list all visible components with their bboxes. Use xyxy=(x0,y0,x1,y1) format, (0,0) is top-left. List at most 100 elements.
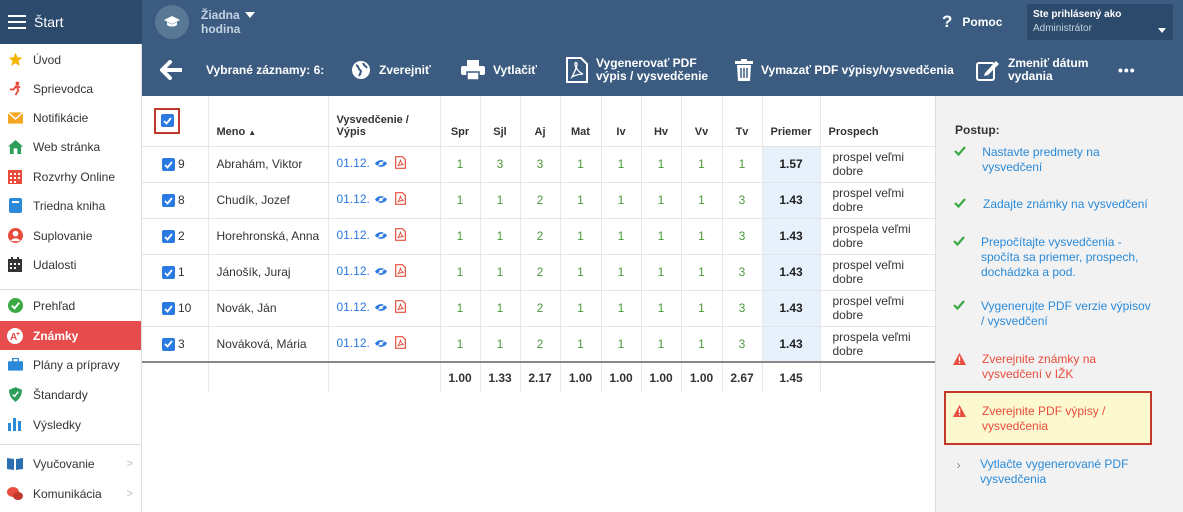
grade-vv[interactable]: 1 xyxy=(681,181,723,218)
column-header-prospech[interactable]: Prospech xyxy=(828,125,879,138)
grade-mat[interactable]: 1 xyxy=(560,325,602,362)
grade-tv[interactable]: 3 xyxy=(722,325,763,362)
report-date-link[interactable]: 01.12. xyxy=(336,335,370,350)
table-row[interactable]: 1 Jánošík, Juraj 01.12. 1 1 2 1 1 1 1 3 1.43 prospel… xyxy=(142,253,935,290)
checkbox-checked-icon[interactable] xyxy=(162,230,175,244)
column-header-spr[interactable]: Spr xyxy=(440,96,481,146)
sidebar-item-suplovanie[interactable]: Suplovanie xyxy=(0,221,141,250)
sidebar-item-rozvrhy[interactable]: Rozvrhy Online xyxy=(0,162,141,191)
grade-iv[interactable]: 1 xyxy=(601,181,642,218)
pdf-icon[interactable] xyxy=(394,264,406,280)
checkbox-checked-icon[interactable] xyxy=(162,337,175,351)
grade-iv[interactable]: 1 xyxy=(601,253,642,290)
user-menu[interactable]: Ste prihlásený ako Administrátor xyxy=(1027,4,1173,40)
column-header-hv[interactable]: Hv xyxy=(641,96,682,146)
step-item[interactable]: Vygenerujte PDF verzie výpisov / vysvedč… xyxy=(953,299,1153,329)
pdf-icon[interactable] xyxy=(394,335,406,352)
grade-mat[interactable]: 1 xyxy=(560,181,602,218)
delete-pdf-button[interactable]: Vymazať PDF výpisy/vysvedčenia xyxy=(735,44,954,96)
report-date-link[interactable]: 01.12. xyxy=(336,192,370,207)
grade-spr[interactable]: 1 xyxy=(440,217,481,254)
grade-spr[interactable]: 1 xyxy=(440,289,481,326)
step-item[interactable]: Zverejnite známky na vysvedčení v IŽK xyxy=(953,352,1153,382)
row-select-cell[interactable]: 2 xyxy=(142,217,209,254)
report-date-link[interactable]: 01.12. xyxy=(336,264,370,279)
grade-spr[interactable]: 1 xyxy=(440,253,481,290)
grade-vv[interactable]: 1 xyxy=(681,289,723,326)
step-item[interactable]: Nastavte predmety na vysvedčení xyxy=(953,145,1153,175)
grade-iv[interactable]: 1 xyxy=(601,289,642,326)
column-header-iv[interactable]: Iv xyxy=(601,96,642,146)
grade-iv[interactable]: 1 xyxy=(601,217,642,254)
pdf-icon[interactable] xyxy=(394,192,406,208)
report-date-link[interactable]: 01.12. xyxy=(336,300,370,315)
column-header-vysvedcenie[interactable]: Vysvedčenie / Výpis xyxy=(328,96,441,146)
eye-icon[interactable] xyxy=(374,265,387,279)
more-button[interactable]: ••• xyxy=(1118,44,1136,96)
checkbox-checked-icon[interactable] xyxy=(162,194,175,208)
column-header-mat[interactable]: Mat xyxy=(560,96,602,146)
grade-mat[interactable]: 1 xyxy=(560,289,602,326)
grade-vv[interactable]: 1 xyxy=(681,217,723,254)
grade-hv[interactable]: 1 xyxy=(641,289,682,326)
column-header-vv[interactable]: Vv xyxy=(681,96,723,146)
grade-hv[interactable]: 1 xyxy=(641,217,682,254)
step-item[interactable]: › Vytlačte vygenerované PDF vysvedčenia xyxy=(953,457,1153,487)
grade-spr[interactable]: 1 xyxy=(440,325,481,362)
eye-icon[interactable] xyxy=(374,337,387,351)
sidebar-item-vyucovanie[interactable]: Vyučovanie > xyxy=(0,449,141,478)
sidebar-item-komunikacia[interactable]: Komunikácia > xyxy=(0,479,141,508)
column-header-tv[interactable]: Tv xyxy=(722,96,763,146)
pdf-icon[interactable] xyxy=(394,156,406,172)
column-header-sjl[interactable]: Sjl xyxy=(480,96,521,146)
grade-tv[interactable]: 3 xyxy=(722,181,763,218)
sidebar-item-web-stranka[interactable]: Web stránka xyxy=(0,132,141,161)
sidebar-item-vysledky[interactable]: Výsledky xyxy=(0,410,141,439)
lesson-selector[interactable]: Žiadna hodina xyxy=(155,5,255,39)
grade-sjl[interactable]: 1 xyxy=(480,289,521,326)
row-select-cell[interactable]: 8 xyxy=(142,181,209,218)
report-date-link[interactable]: 01.12. xyxy=(336,156,370,171)
select-all-checkbox[interactable] xyxy=(154,107,180,134)
grade-mat[interactable]: 1 xyxy=(560,253,602,290)
grade-tv[interactable]: 1 xyxy=(722,145,763,182)
grade-hv[interactable]: 1 xyxy=(641,325,682,362)
sidebar-item-plany[interactable]: Plány a prípravy xyxy=(0,350,141,379)
pdf-icon[interactable] xyxy=(394,228,406,244)
change-date-button[interactable]: Zmeniť dátum vydania xyxy=(976,44,1088,96)
column-header-meno[interactable]: Meno ▲ xyxy=(208,96,329,146)
sidebar-item-standardy[interactable]: Štandardy xyxy=(0,380,141,409)
checkbox-checked-icon[interactable] xyxy=(162,302,175,316)
grade-sjl[interactable]: 1 xyxy=(480,217,521,254)
grade-aj[interactable]: 3 xyxy=(520,145,561,182)
grade-mat[interactable]: 1 xyxy=(560,217,602,254)
generate-pdf-button[interactable]: Vygenerovať PDF výpis / vysvedčenie xyxy=(566,44,708,96)
grade-hv[interactable]: 1 xyxy=(641,253,682,290)
sidebar-item-prehlad[interactable]: Prehľad xyxy=(0,291,141,320)
back-button[interactable] xyxy=(160,44,190,96)
row-select-cell[interactable]: 1 xyxy=(142,253,209,290)
row-select-cell[interactable]: 10 xyxy=(142,289,209,326)
sidebar-item-sprievodca[interactable]: Sprievodca xyxy=(0,74,141,103)
grade-hv[interactable]: 1 xyxy=(641,145,682,182)
table-row[interactable]: 9 Abrahám, Viktor 01.12. 1 3 3 1 1 1 1 1 1.57 prospe… xyxy=(142,145,935,182)
grade-tv[interactable]: 3 xyxy=(722,217,763,254)
eye-icon[interactable] xyxy=(374,229,387,243)
publish-button[interactable]: Zverejniť xyxy=(351,44,431,96)
checkbox-checked-icon[interactable] xyxy=(162,266,175,280)
column-header-aj[interactable]: Aj xyxy=(520,96,561,146)
sidebar-item-znamky[interactable]: A + Známky xyxy=(0,321,141,350)
report-date-link[interactable]: 01.12. xyxy=(336,228,370,243)
grade-sjl[interactable]: 1 xyxy=(480,325,521,362)
table-row[interactable]: 8 Chudík, Jozef 01.12. 1 1 2 1 1 1 1 3 1.43 prospel … xyxy=(142,181,935,218)
grade-aj[interactable]: 2 xyxy=(520,289,561,326)
grade-sjl[interactable]: 3 xyxy=(480,145,521,182)
sidebar-item-notifikacie[interactable]: Notifikácie xyxy=(0,103,141,132)
grade-vv[interactable]: 1 xyxy=(681,253,723,290)
step-item-highlighted[interactable]: Zverejnite PDF výpisy / vysvedčenia xyxy=(953,404,1153,434)
checkbox-checked-icon[interactable] xyxy=(162,158,175,172)
grade-iv[interactable]: 1 xyxy=(601,325,642,362)
table-row[interactable]: 10 Novák, Ján 01.12. 1 1 2 1 1 1 1 3 1.43 prospel ve… xyxy=(142,289,935,326)
grade-vv[interactable]: 1 xyxy=(681,145,723,182)
row-select-cell[interactable]: 3 xyxy=(142,325,209,362)
